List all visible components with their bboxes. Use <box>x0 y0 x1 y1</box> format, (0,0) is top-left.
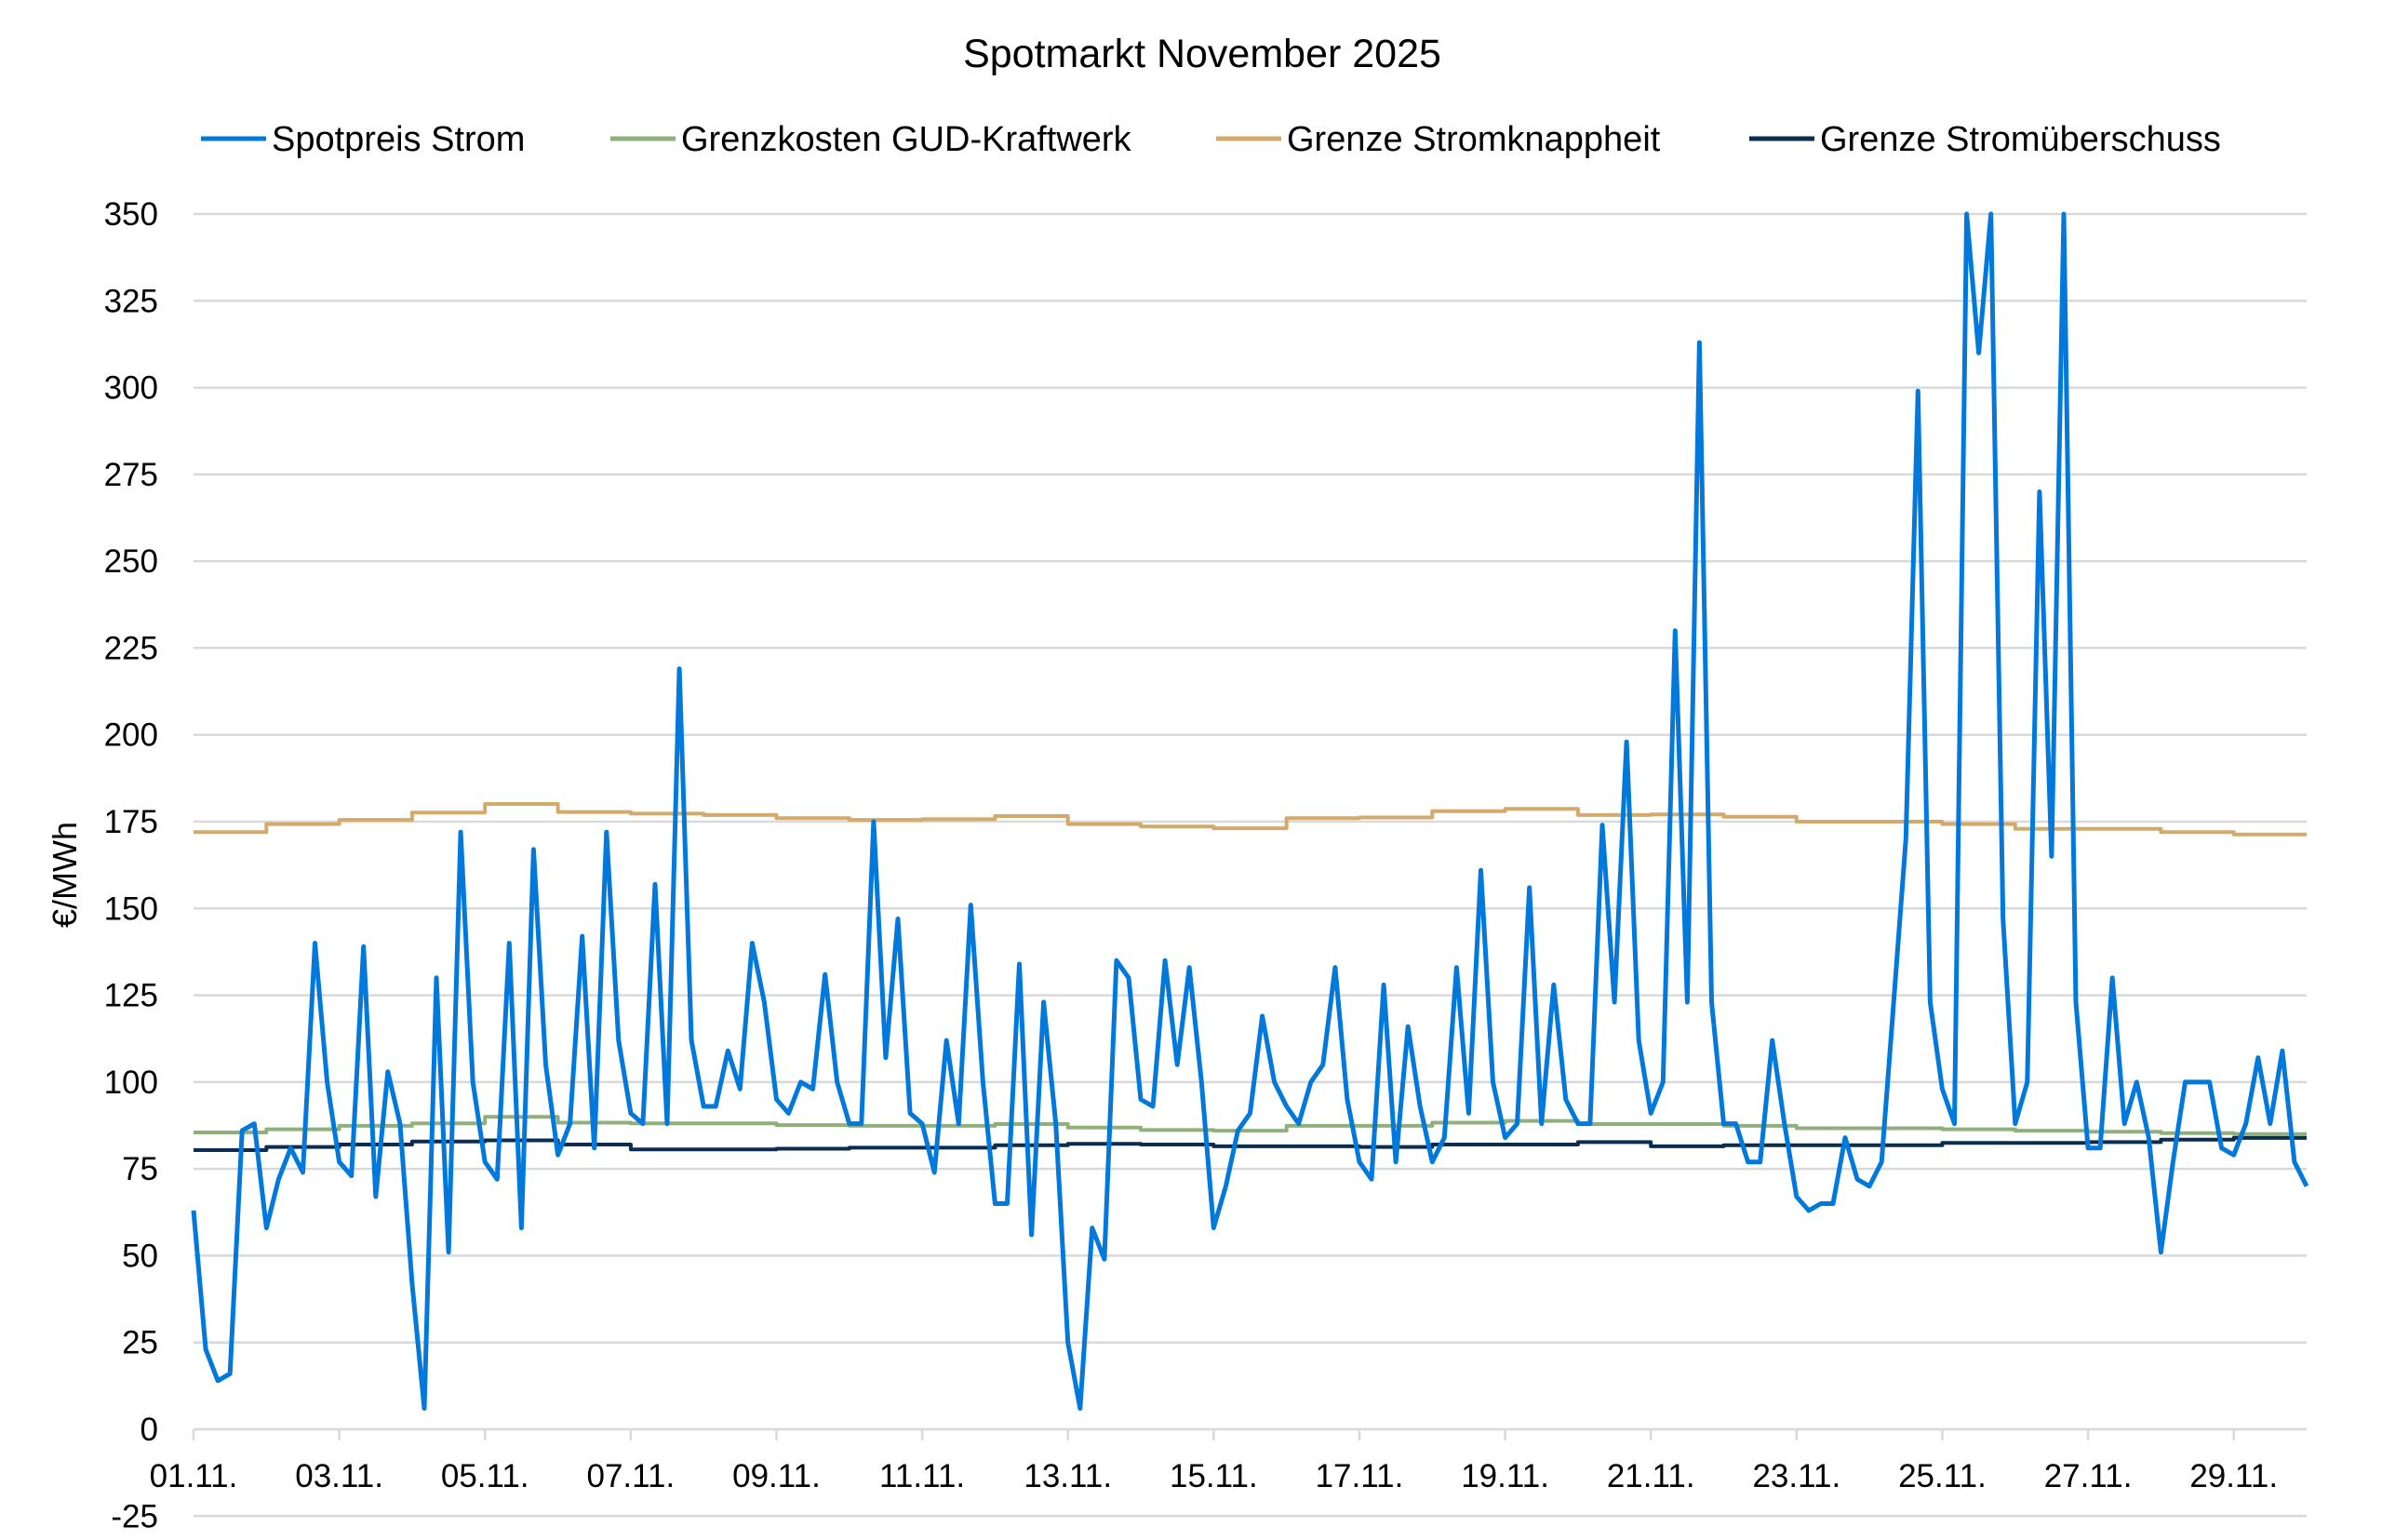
y-tick-label: 50 <box>122 1238 158 1274</box>
legend-label: Grenze Stromüberschuss <box>1820 120 2221 159</box>
y-tick-label: 0 <box>141 1412 158 1448</box>
legend-item: Grenze Stromknappheit <box>1216 120 1661 159</box>
y-tick-label: 150 <box>104 891 158 927</box>
legend-label: Grenzkosten GUD-Kraftwerk <box>681 120 1132 159</box>
legend-item: Spotpreis Strom <box>201 120 525 159</box>
x-tick-label: 29.11. <box>2189 1458 2278 1494</box>
legend-item: Grenze Stromüberschuss <box>1749 120 2221 159</box>
x-axis-ticks: 01.11. 03.11. 05.11. 07.11. 09.11. 11.11. 13.1… <box>150 1429 2278 1494</box>
legend: Spotpreis Strom Grenzkosten GUD-Kraftwerk… <box>201 120 2221 159</box>
legend-item: Grenzkosten GUD-Kraftwerk <box>610 120 1132 159</box>
y-tick-label: -25 <box>111 1498 158 1534</box>
x-tick-label: 25.11. <box>1898 1458 1987 1494</box>
series-lines <box>191 211 2309 1412</box>
y-tick-label: 325 <box>104 283 158 319</box>
x-tick-label: 15.11. <box>1170 1458 1258 1494</box>
y-tick-label: 350 <box>104 196 158 233</box>
x-tick-label: 19.11. <box>1461 1458 1549 1494</box>
series-line-spotpreis <box>191 211 2309 1412</box>
x-tick-label: 07.11. <box>587 1458 676 1494</box>
series-line-ueberschuss <box>194 1135 2307 1152</box>
y-axis-title: €/MWh <box>46 822 84 928</box>
y-tick-label: 75 <box>122 1151 158 1187</box>
chart-title: Spotmarkt November 2025 <box>963 32 1441 76</box>
x-tick-label: 17.11. <box>1316 1458 1404 1494</box>
legend-label: Spotpreis Strom <box>272 120 525 159</box>
x-tick-label: 11.11. <box>879 1458 965 1494</box>
x-tick-label: 23.11. <box>1752 1458 1840 1494</box>
series-line-grenzkosten <box>194 1115 2307 1136</box>
x-tick-label: 09.11. <box>732 1458 821 1494</box>
y-axis-ticks: 3503253002752502252001751501251007550250… <box>104 196 158 1534</box>
y-tick-label: 125 <box>104 978 158 1014</box>
x-tick-label: 03.11. <box>295 1458 383 1494</box>
series-line-knappheit <box>194 802 2307 837</box>
y-tick-label: 25 <box>122 1325 158 1361</box>
x-tick-label: 27.11. <box>2044 1458 2133 1494</box>
x-tick-label: 01.11. <box>150 1458 238 1494</box>
y-tick-label: 275 <box>104 457 158 493</box>
x-tick-label: 13.11. <box>1024 1458 1112 1494</box>
y-tick-label: 175 <box>104 804 158 840</box>
x-tick-label: 05.11. <box>441 1458 529 1494</box>
y-tick-label: 200 <box>104 717 158 754</box>
legend-label: Grenze Stromknappheit <box>1287 120 1661 159</box>
gridlines <box>194 212 2307 1518</box>
y-tick-label: 300 <box>104 370 158 407</box>
y-tick-label: 100 <box>104 1065 158 1101</box>
y-tick-label: 250 <box>104 543 158 580</box>
y-tick-label: 225 <box>104 630 158 666</box>
x-tick-label: 21.11. <box>1607 1458 1695 1494</box>
